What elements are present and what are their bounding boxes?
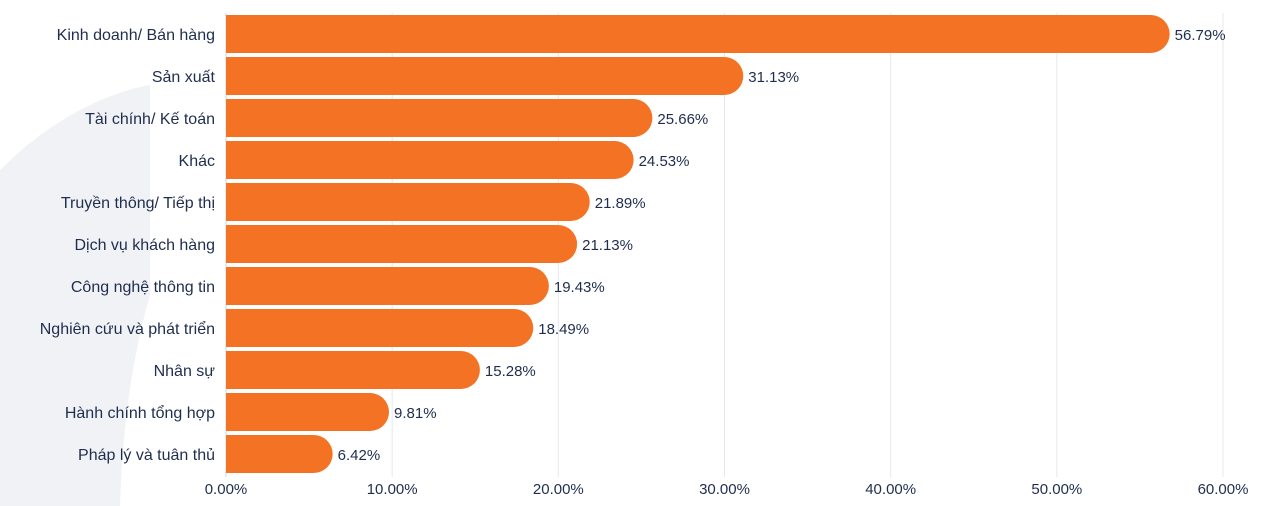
value-label: 25.66% bbox=[657, 111, 708, 128]
value-label: 9.81% bbox=[394, 405, 437, 422]
category-label: Pháp lý và tuân thủ bbox=[78, 447, 215, 464]
bar bbox=[226, 15, 1170, 53]
bars bbox=[226, 15, 1170, 473]
category-label: Hành chính tổng hợp bbox=[65, 404, 215, 422]
category-label: Sản xuất bbox=[152, 69, 216, 86]
x-tick-label: 10.00% bbox=[367, 481, 418, 498]
value-label: 6.42% bbox=[338, 447, 381, 464]
category-label: Nhân sự bbox=[154, 363, 216, 380]
value-label: 18.49% bbox=[538, 321, 589, 338]
category-label: Nghiên cứu và phát triển bbox=[40, 320, 215, 338]
x-tick-label: 50.00% bbox=[1031, 481, 1082, 498]
category-label: Kinh doanh/ Bán hàng bbox=[57, 27, 215, 44]
background-arc-inner bbox=[120, 150, 230, 506]
x-tick-label: 0.00% bbox=[205, 481, 248, 498]
background-arc bbox=[0, 85, 150, 506]
bar bbox=[226, 393, 390, 431]
bar bbox=[226, 267, 549, 305]
x-tick-label: 60.00% bbox=[1198, 481, 1249, 498]
value-label: 15.28% bbox=[485, 363, 536, 380]
category-label: Công nghệ thông tin bbox=[71, 279, 215, 296]
bar bbox=[226, 141, 634, 179]
category-label: Truyền thông/ Tiếp thị bbox=[61, 195, 215, 212]
value-label: 19.43% bbox=[554, 279, 605, 296]
bar bbox=[226, 57, 744, 95]
x-axis-tick-labels: 0.00% 10.00% 20.00% 30.00% 40.00% 50.00% 60.00… bbox=[205, 481, 1249, 498]
value-label: 24.53% bbox=[639, 153, 690, 170]
value-labels: 56.79% 31.13% 25.66% 24.53% 21.89% 21.13% 19.4… bbox=[338, 27, 1226, 464]
x-tick-label: 20.00% bbox=[533, 481, 584, 498]
bar bbox=[226, 99, 653, 137]
bar bbox=[226, 435, 333, 473]
bar bbox=[226, 183, 590, 221]
value-label: 21.13% bbox=[582, 237, 633, 254]
bar bbox=[226, 309, 534, 347]
x-tick-label: 30.00% bbox=[699, 481, 750, 498]
bar bbox=[226, 225, 578, 263]
category-label: Khác bbox=[179, 153, 215, 170]
bar bbox=[226, 351, 480, 389]
x-tick-label: 40.00% bbox=[865, 481, 916, 498]
category-label: Dịch vụ khách hàng bbox=[74, 237, 215, 254]
value-label: 21.89% bbox=[595, 195, 646, 212]
value-label: 56.79% bbox=[1175, 27, 1226, 44]
category-label: Tài chính/ Kế toán bbox=[85, 111, 215, 128]
value-label: 31.13% bbox=[748, 69, 799, 86]
category-labels: Kinh doanh/ Bán hàng Sản xuất Tài chính/ K… bbox=[40, 27, 216, 464]
